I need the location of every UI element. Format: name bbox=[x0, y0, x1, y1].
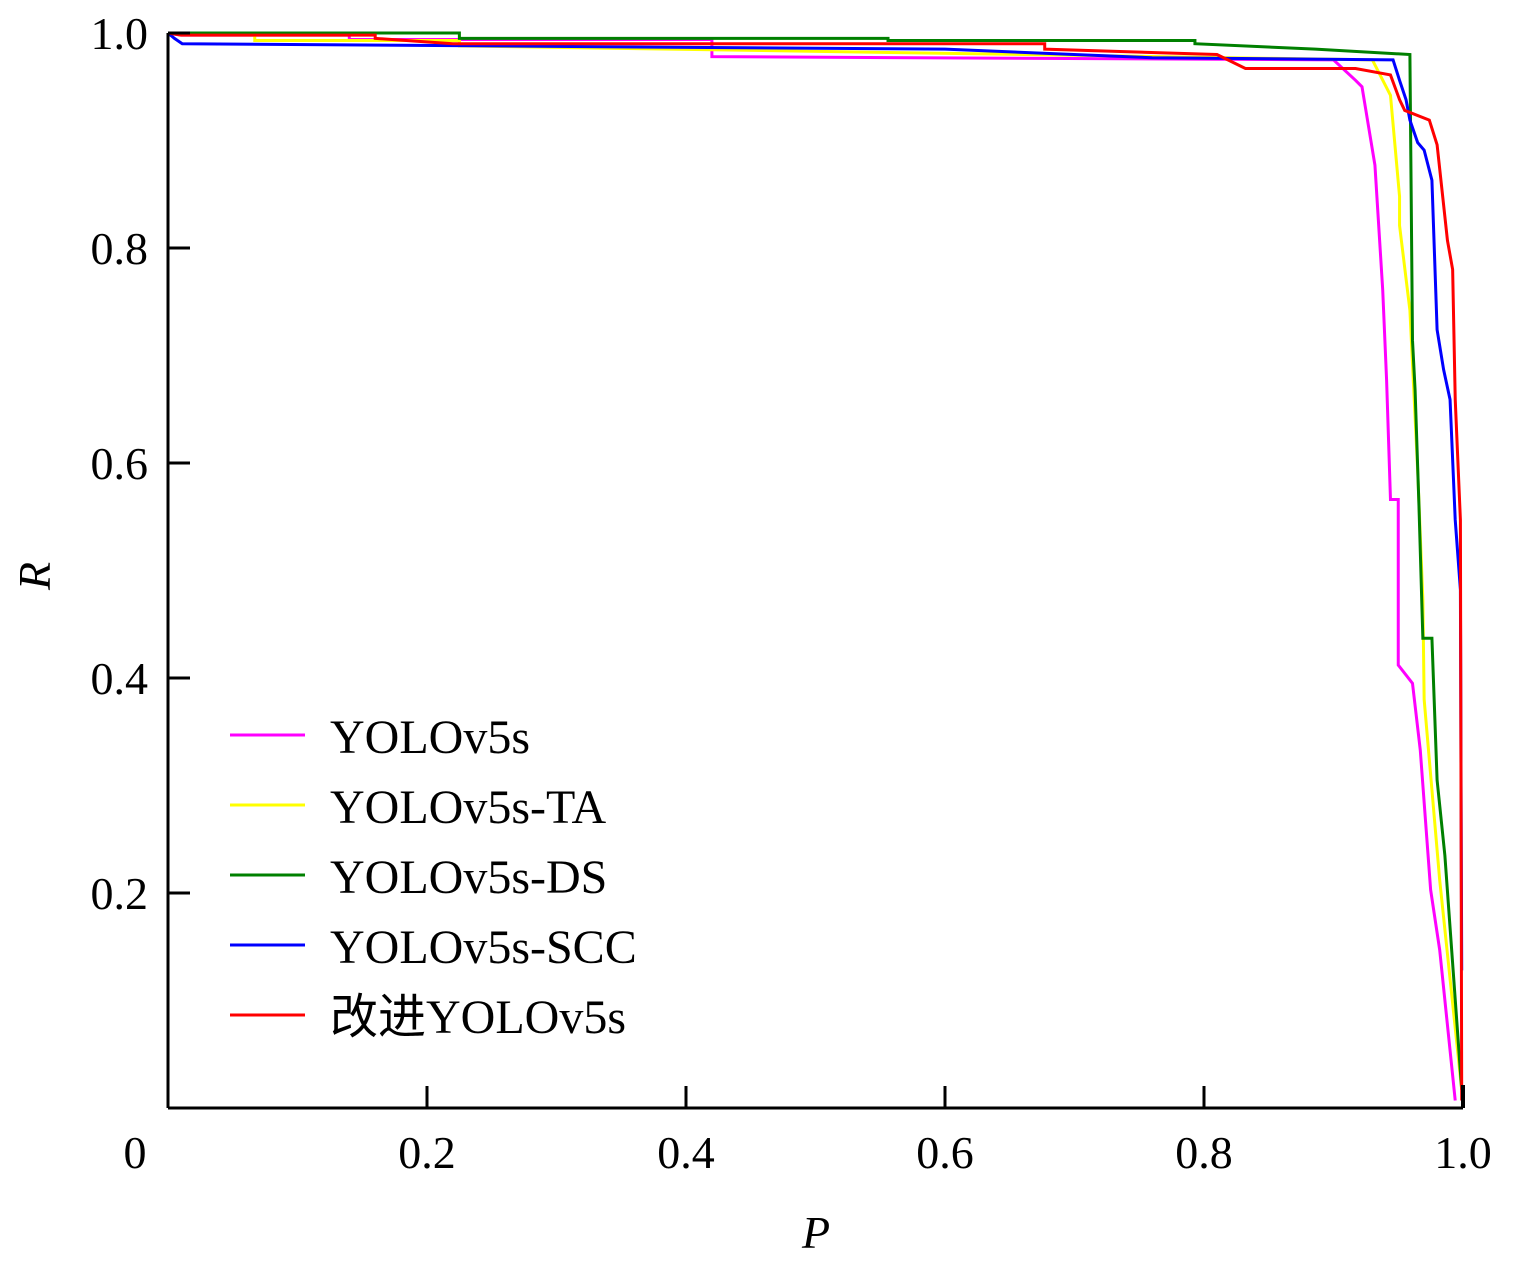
x-tick-label: 0.4 bbox=[657, 1127, 715, 1178]
series-line-2 bbox=[168, 31, 1464, 1090]
y-ticks: 0.2 0.4 0.6 0.8 1.0 bbox=[91, 8, 190, 919]
x-axis-label: P bbox=[801, 1207, 830, 1258]
legend-item: YOLOv5s-SCC bbox=[230, 921, 637, 974]
y-tick-label: 0.6 bbox=[91, 438, 149, 489]
y-tick-label: 0.8 bbox=[91, 223, 149, 274]
legend-label: YOLOv5s-DS bbox=[330, 851, 607, 904]
x-tick-label: 0.6 bbox=[916, 1127, 974, 1178]
legend-item: 改进YOLOv5s bbox=[230, 991, 626, 1044]
legend-item: YOLOv5s-DS bbox=[230, 851, 607, 904]
legend-label: 改进YOLOv5s bbox=[330, 991, 626, 1044]
series-line-1 bbox=[167, 31, 1464, 1090]
series-line-4 bbox=[167, 31, 1464, 1101]
x-tick-label: 0 bbox=[124, 1127, 147, 1178]
y-tick-label: 1.0 bbox=[91, 8, 149, 59]
y-tick-label: 0.2 bbox=[91, 868, 149, 919]
axes bbox=[166, 33, 1465, 1110]
y-tick-label: 0.4 bbox=[91, 653, 149, 704]
x-ticks: 0 0.2 0.4 0.6 0.8 1.0 bbox=[124, 1086, 1492, 1178]
series-line-3 bbox=[167, 31, 1464, 971]
legend-label: YOLOv5s-TA bbox=[330, 781, 606, 834]
legend-label: YOLOv5s bbox=[330, 711, 530, 764]
x-tick-label: 0.8 bbox=[1175, 1127, 1233, 1178]
legend-item: YOLOv5s-TA bbox=[230, 781, 606, 834]
x-tick-label: 1.0 bbox=[1434, 1127, 1492, 1178]
legend-label: YOLOv5s-SCC bbox=[330, 921, 637, 974]
curves bbox=[167, 31, 1464, 1101]
y-axis-label: R bbox=[9, 562, 60, 591]
legend-item: YOLOv5s bbox=[230, 711, 530, 764]
legend: YOLOv5s YOLOv5s-TA YOLOv5s-DS YOLOv5s-SCC 改进… bbox=[230, 711, 637, 1044]
x-tick-label: 0.2 bbox=[398, 1127, 456, 1178]
